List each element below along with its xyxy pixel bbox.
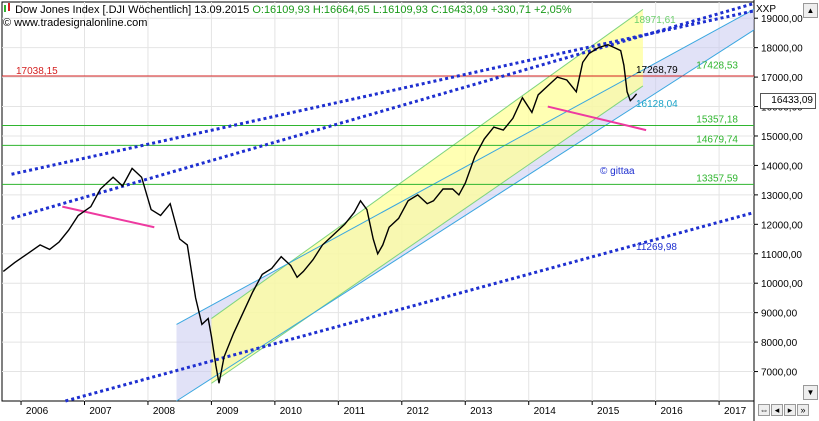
y-tick-label: 19000,00 bbox=[761, 14, 803, 25]
x-tick-label: 2015 bbox=[597, 406, 620, 417]
y-tick-label: 7000,00 bbox=[761, 368, 798, 379]
y-tick-label: 13000,00 bbox=[761, 191, 803, 202]
x-tick-label: 2017 bbox=[724, 406, 747, 417]
horizontal-level-label: 15357,18 bbox=[696, 114, 738, 125]
dotted-channel-line bbox=[11, 2, 755, 220]
price-series-line bbox=[2, 43, 638, 384]
dotted-channel-line bbox=[11, 9, 755, 176]
chart-type-icon bbox=[3, 3, 12, 17]
zoom-horizontal-icon[interactable]: ⇔ bbox=[758, 404, 770, 416]
y-tick-label: 14000,00 bbox=[761, 161, 803, 172]
y-tick-label: 8000,00 bbox=[761, 338, 798, 349]
annotation-label: 17428,53 bbox=[696, 60, 738, 71]
x-tick-label: 2011 bbox=[344, 406, 366, 417]
x-tick-label: 2012 bbox=[407, 406, 430, 417]
header-date: 13.09.2015 bbox=[194, 3, 250, 16]
symbol-title: Dow Jones Index [.DJI Wöchentlich] bbox=[15, 3, 192, 16]
scroll-up-icon[interactable]: ▲ bbox=[803, 3, 818, 18]
annotation-label: 16128,04 bbox=[636, 99, 678, 110]
last-price-badge: 16433,09 bbox=[760, 93, 816, 109]
horizontal-level-label: 13357,59 bbox=[696, 173, 738, 184]
scroll-left-icon[interactable]: ◂ bbox=[771, 404, 783, 416]
annotation-label: 17268,79 bbox=[636, 65, 678, 76]
y-tick-label: 9000,00 bbox=[761, 309, 798, 320]
lower-band-line bbox=[176, 29, 755, 402]
y-tick-label: 17000,00 bbox=[761, 73, 803, 84]
symbol-tag: XXP bbox=[756, 4, 777, 15]
regression-upper-line bbox=[211, 8, 644, 319]
x-tick-label: 2006 bbox=[26, 406, 49, 417]
y-tick-label: 10000,00 bbox=[761, 279, 803, 290]
header-ohlc: O:16109,93 H:16664,65 L:16109,93 bbox=[252, 3, 428, 16]
y-tick-label: 12000,00 bbox=[761, 220, 803, 231]
scroll-end-icon[interactable]: » bbox=[797, 404, 809, 416]
horizontal-level-label: 17038,15 bbox=[16, 66, 58, 77]
y-tick-label: 11000,00 bbox=[761, 250, 802, 261]
pink-trend-line bbox=[547, 105, 647, 132]
source-line: © www.tradesignalonline.com bbox=[3, 17, 148, 29]
horizontal-level-label: 14679,74 bbox=[696, 134, 738, 145]
x-tick-label: 2010 bbox=[280, 406, 303, 417]
scroll-down-icon[interactable]: ▼ bbox=[803, 385, 818, 400]
dotted-channel-line bbox=[65, 211, 755, 403]
scroll-right-icon[interactable]: ▸ bbox=[784, 404, 796, 416]
upper-band-line bbox=[176, 8, 755, 325]
x-tick-label: 2016 bbox=[661, 406, 684, 417]
y-tick-label: 15000,00 bbox=[761, 132, 803, 143]
chart-header: Dow Jones Index [.DJI Wöchentlich] 13.09… bbox=[3, 3, 572, 17]
x-tick-label: 2008 bbox=[153, 406, 176, 417]
regression-lower-line bbox=[211, 85, 644, 384]
annotation-label: 18971,61 bbox=[634, 15, 676, 26]
y-tick-label: 18000,00 bbox=[761, 44, 803, 55]
x-tick-label: 2009 bbox=[216, 406, 239, 417]
x-tick-label: 2014 bbox=[534, 406, 557, 417]
x-tick-label: 2013 bbox=[470, 406, 493, 417]
x-tick-label: 2007 bbox=[89, 406, 112, 417]
copyright-watermark: © gittaa bbox=[600, 166, 635, 177]
pink-trend-line bbox=[62, 205, 155, 229]
header-close-change: C:16433,09 +330,71 +2,05% bbox=[430, 3, 572, 16]
annotation-label: 11269,98 bbox=[636, 242, 677, 253]
